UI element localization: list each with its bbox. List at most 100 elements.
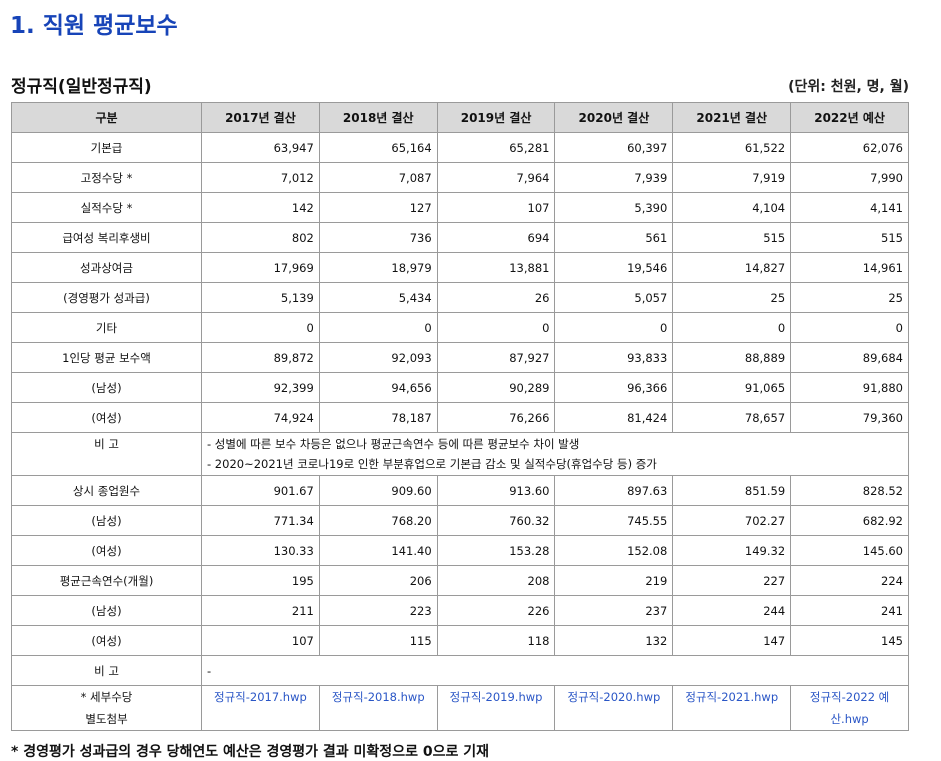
table-cell: 4,104 bbox=[672, 192, 792, 223]
table-cell: 87,927 bbox=[436, 342, 556, 373]
table-cell: 93,833 bbox=[554, 342, 674, 373]
column-header: 2021년 결산 bbox=[672, 102, 792, 133]
table-cell: 25 bbox=[672, 282, 792, 313]
row-label: 실적수당 * bbox=[11, 192, 202, 223]
remark-section-1: 비 고 - 성별에 따른 보수 차등은 없으나 평균근속연수 등에 따른 평균보… bbox=[11, 432, 909, 476]
remark-text: - 성별에 따른 보수 차등은 없으나 평균근속연수 등에 따른 평균보수 차이… bbox=[201, 432, 909, 476]
table-cell: 7,939 bbox=[554, 162, 674, 193]
table-cell: 13,881 bbox=[436, 252, 556, 283]
table-cell: 88,889 bbox=[672, 342, 792, 373]
table-row: (남성) 211 223 226 237 244 241 bbox=[11, 595, 909, 626]
table-cell: 901.67 bbox=[201, 475, 320, 506]
row-label: (여성) bbox=[11, 402, 202, 433]
table-cell: 5,390 bbox=[554, 192, 674, 223]
table-cell: 5,434 bbox=[318, 282, 438, 313]
table-cell: 149.32 bbox=[672, 535, 792, 566]
table-cell: 0 bbox=[554, 312, 674, 343]
table-cell: 226 bbox=[436, 595, 556, 626]
row-label: 급여성 복리후생비 bbox=[11, 222, 202, 253]
row-label: 기타 bbox=[11, 312, 202, 343]
table-cell: 91,880 bbox=[790, 372, 909, 403]
table-row: 성과상여금 17,969 18,979 13,881 19,546 14,827 14,96… bbox=[11, 252, 909, 283]
table-row: 기본급 63,947 65,164 65,281 60,397 61,522 62,076 bbox=[11, 132, 909, 163]
table-cell: 195 bbox=[201, 565, 320, 596]
table-cell: 768.20 bbox=[318, 505, 438, 536]
table-cell: 208 bbox=[436, 565, 556, 596]
table-cell: 771.34 bbox=[201, 505, 320, 536]
table-cell: 237 bbox=[554, 595, 674, 626]
table-cell: 79,360 bbox=[790, 402, 909, 433]
column-header: 2019년 결산 bbox=[436, 102, 556, 133]
row-label: 성과상여금 bbox=[11, 252, 202, 283]
table-cell: 227 bbox=[672, 565, 792, 596]
table-cell: 91,065 bbox=[672, 372, 792, 403]
table-row: (남성) 92,399 94,656 90,289 96,366 91,065 91,880 bbox=[11, 372, 909, 403]
footnote: * 경영평가 성과급의 경우 당해연도 예산은 경영평가 결과 미확정으로 0으… bbox=[11, 744, 489, 760]
table-cell: 76,266 bbox=[436, 402, 556, 433]
table-cell: 92,399 bbox=[201, 372, 320, 403]
table-cell: 897.63 bbox=[554, 475, 674, 506]
table-cell: 909.60 bbox=[318, 475, 438, 506]
table-cell: 851.59 bbox=[672, 475, 792, 506]
table-cell: 63,947 bbox=[201, 132, 320, 163]
table-row: 급여성 복리후생비 802 736 694 561 515 515 bbox=[11, 222, 909, 253]
table-cell: 107 bbox=[436, 192, 556, 223]
table-row: 평균근속연수(개월) 195 206 208 219 227 224 bbox=[11, 565, 909, 596]
table-row: (여성) 74,924 78,187 76,266 81,424 78,657 79,360 bbox=[11, 402, 909, 433]
table-row: 고정수당 * 7,012 7,087 7,964 7,939 7,919 7,990 bbox=[11, 162, 909, 193]
attachment-link[interactable]: 정규직-2019.hwp bbox=[449, 690, 543, 704]
table-cell: 0 bbox=[672, 312, 792, 343]
remark-row: 비 고 - bbox=[11, 655, 909, 686]
remark-line: - 성별에 따른 보수 차등은 없으나 평균근속연수 등에 따른 평균보수 차이… bbox=[207, 437, 580, 451]
row-label: 1인당 평균 보수액 bbox=[11, 342, 202, 373]
table-cell: 760.32 bbox=[436, 505, 556, 536]
table-cell: 14,827 bbox=[672, 252, 792, 283]
table-cell: 65,164 bbox=[318, 132, 438, 163]
table-cell: 5,057 bbox=[554, 282, 674, 313]
table-cell: 145 bbox=[790, 625, 909, 656]
column-header: 구분 bbox=[11, 102, 202, 133]
table-cell: 81,424 bbox=[554, 402, 674, 433]
table-cell: 78,187 bbox=[318, 402, 438, 433]
row-label: (남성) bbox=[11, 505, 202, 536]
table-cell: 244 bbox=[672, 595, 792, 626]
table-row: 기타 0 0 0 0 0 0 bbox=[11, 312, 909, 343]
attachment-link[interactable]: 정규직-2021.hwp bbox=[685, 690, 779, 704]
row-label: 상시 종업원수 bbox=[11, 475, 202, 506]
column-header: 2018년 결산 bbox=[318, 102, 438, 133]
table-cell: 14,961 bbox=[790, 252, 909, 283]
table-header-row: 구분 2017년 결산 2018년 결산 2019년 결산 2020년 결산 2… bbox=[11, 102, 909, 133]
table-cell: 0 bbox=[436, 312, 556, 343]
table-cell: 515 bbox=[672, 222, 792, 253]
table-cell: 224 bbox=[790, 565, 909, 596]
column-header: 2017년 결산 bbox=[201, 102, 320, 133]
table-cell: 61,522 bbox=[672, 132, 792, 163]
attachment-link[interactable]: 정규직-2020.hwp bbox=[567, 690, 661, 704]
table-cell: 7,012 bbox=[201, 162, 320, 193]
column-header: 2022년 예산 bbox=[790, 102, 909, 133]
table-cell: 78,657 bbox=[672, 402, 792, 433]
table-cell: 65,281 bbox=[436, 132, 556, 163]
table-cell: 74,924 bbox=[201, 402, 320, 433]
table-cell: 5,139 bbox=[201, 282, 320, 313]
table-cell: 694 bbox=[436, 222, 556, 253]
table-cell: 141.40 bbox=[318, 535, 438, 566]
table-row: 1인당 평균 보수액 89,872 92,093 87,927 93,833 88,889… bbox=[11, 342, 909, 373]
page-title: 1. 직원 평균보수 bbox=[10, 13, 178, 39]
table-cell: 26 bbox=[436, 282, 556, 313]
table-cell: 7,919 bbox=[672, 162, 792, 193]
table-row: 상시 종업원수 901.67 909.60 913.60 897.63 851.59 828… bbox=[11, 475, 909, 506]
attachment-link[interactable]: 정규직-2018.hwp bbox=[331, 690, 425, 704]
remark-line: - 2020~2021년 코로나19로 인한 부분휴업으로 기본급 감소 및 실… bbox=[207, 457, 657, 471]
row-label: 고정수당 * bbox=[11, 162, 202, 193]
unit-note: (단위: 천원, 명, 월) bbox=[788, 79, 909, 95]
salary-table: 구분 2017년 결산 2018년 결산 2019년 결산 2020년 결산 2… bbox=[11, 102, 909, 731]
attachment-link[interactable]: 정규직-2022 예산.hwp bbox=[809, 690, 890, 726]
row-label: (남성) bbox=[11, 595, 202, 626]
table-cell: 18,979 bbox=[318, 252, 438, 283]
table-cell: 89,872 bbox=[201, 342, 320, 373]
table-cell: 115 bbox=[318, 625, 438, 656]
attachment-link[interactable]: 정규직-2017.hwp bbox=[214, 690, 307, 704]
table-cell: 736 bbox=[318, 222, 438, 253]
table-row: 실적수당 * 142 127 107 5,390 4,104 4,141 bbox=[11, 192, 909, 223]
